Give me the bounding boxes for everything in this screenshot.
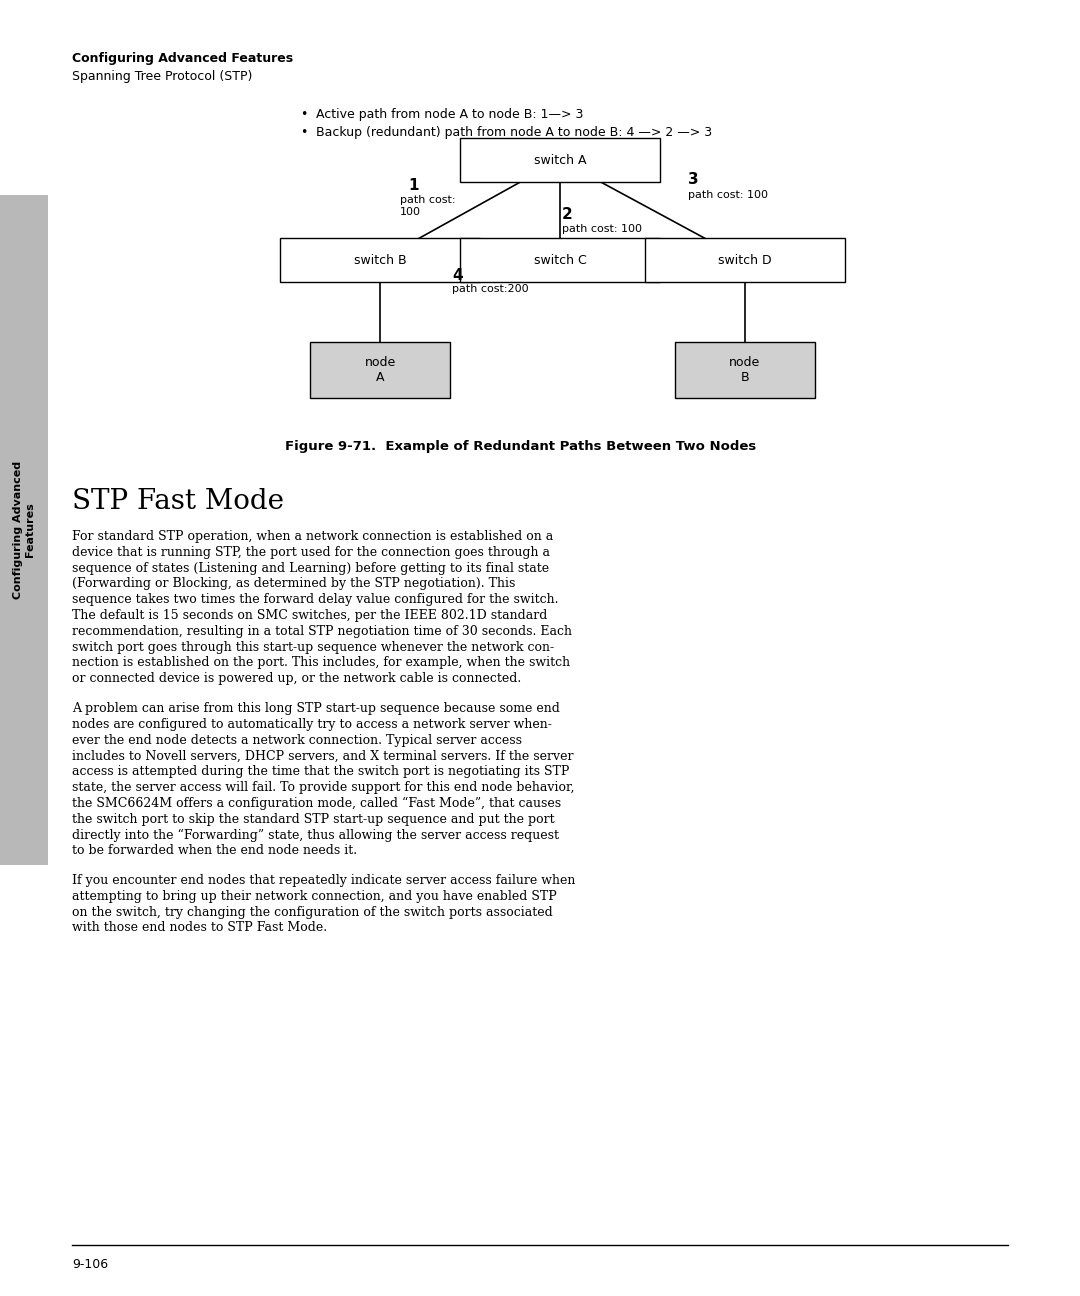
Text: access is attempted during the time that the switch port is negotiating its STP: access is attempted during the time that… xyxy=(72,765,569,778)
Text: •: • xyxy=(300,126,308,139)
Text: Configuring Advanced Features: Configuring Advanced Features xyxy=(72,52,293,65)
Text: to be forwarded when the end node needs it.: to be forwarded when the end node needs … xyxy=(72,844,357,857)
Text: recommendation, resulting in a total STP negotiation time of 30 seconds. Each: recommendation, resulting in a total STP… xyxy=(72,625,572,638)
Text: sequence takes two times the forward delay value configured for the switch.: sequence takes two times the forward del… xyxy=(72,594,558,607)
Text: For standard STP operation, when a network connection is established on a: For standard STP operation, when a netwo… xyxy=(72,530,553,543)
Bar xyxy=(310,342,450,398)
Text: node
A: node A xyxy=(364,356,395,384)
Text: ever the end node detects a network connection. Typical server access: ever the end node detects a network conn… xyxy=(72,734,522,746)
Text: the switch port to skip the standard STP start-up sequence and put the port: the switch port to skip the standard STP… xyxy=(72,813,555,826)
Text: with those end nodes to STP Fast Mode.: with those end nodes to STP Fast Mode. xyxy=(72,921,327,934)
Text: 3: 3 xyxy=(688,172,699,187)
Text: (Forwarding or Blocking, as determined by the STP negotiation). This: (Forwarding or Blocking, as determined b… xyxy=(72,578,515,591)
Text: •: • xyxy=(300,108,308,121)
Bar xyxy=(460,137,660,181)
Text: attempting to bring up their network connection, and you have enabled STP: attempting to bring up their network con… xyxy=(72,890,557,903)
Text: switch B: switch B xyxy=(353,254,406,267)
Text: A problem can arise from this long STP start-up sequence because some end: A problem can arise from this long STP s… xyxy=(72,702,559,715)
Text: nection is established on the port. This includes, for example, when the switch: nection is established on the port. This… xyxy=(72,656,570,670)
Bar xyxy=(460,238,660,283)
Text: path cost:200: path cost:200 xyxy=(453,284,528,294)
Text: node
B: node B xyxy=(729,356,760,384)
Text: or connected device is powered up, or the network cable is connected.: or connected device is powered up, or th… xyxy=(72,673,522,686)
Text: switch D: switch D xyxy=(718,254,772,267)
Bar xyxy=(645,238,845,283)
Text: switch port goes through this start-up sequence whenever the network con-: switch port goes through this start-up s… xyxy=(72,640,554,653)
Text: The default is 15 seconds on SMC switches, per the IEEE 802.1D standard: The default is 15 seconds on SMC switche… xyxy=(72,609,548,622)
Text: Active path from node A to node B: 1—> 3: Active path from node A to node B: 1—> 3 xyxy=(316,108,583,121)
Text: If you encounter end nodes that repeatedly indicate server access failure when: If you encounter end nodes that repeated… xyxy=(72,874,576,886)
Text: path cost:
100: path cost: 100 xyxy=(400,194,456,216)
Text: on the switch, try changing the configuration of the switch ports associated: on the switch, try changing the configur… xyxy=(72,906,553,919)
Text: state, the server access will fail. To provide support for this end node behavio: state, the server access will fail. To p… xyxy=(72,781,575,794)
Text: Figure 9-71.  Example of Redundant Paths Between Two Nodes: Figure 9-71. Example of Redundant Paths … xyxy=(285,441,756,454)
Text: path cost: 100: path cost: 100 xyxy=(562,224,642,235)
Text: 4: 4 xyxy=(453,268,462,283)
Text: path cost: 100: path cost: 100 xyxy=(688,191,768,200)
Bar xyxy=(0,194,48,864)
Text: nodes are configured to automatically try to access a network server when-: nodes are configured to automatically tr… xyxy=(72,718,552,731)
Bar xyxy=(675,342,815,398)
Text: device that is running STP, the port used for the connection goes through a: device that is running STP, the port use… xyxy=(72,546,550,559)
Text: 1: 1 xyxy=(408,178,419,193)
Bar xyxy=(280,238,480,283)
Text: sequence of states (Listening and Learning) before getting to its final state: sequence of states (Listening and Learni… xyxy=(72,561,549,574)
Text: includes to Novell servers, DHCP servers, and X terminal servers. If the server: includes to Novell servers, DHCP servers… xyxy=(72,749,573,762)
Text: 2: 2 xyxy=(562,207,572,222)
Text: switch A: switch A xyxy=(534,153,586,166)
Text: Backup (redundant) path from node A to node B: 4 —> 2 —> 3: Backup (redundant) path from node A to n… xyxy=(316,126,712,139)
Text: Configuring Advanced
Features: Configuring Advanced Features xyxy=(13,461,35,599)
Text: STP Fast Mode: STP Fast Mode xyxy=(72,489,284,515)
Text: 9-106: 9-106 xyxy=(72,1258,108,1271)
Text: switch C: switch C xyxy=(534,254,586,267)
Text: the SMC6624M offers a configuration mode, called “Fast Mode”, that causes: the SMC6624M offers a configuration mode… xyxy=(72,797,562,810)
Text: directly into the “Forwarding” state, thus allowing the server access request: directly into the “Forwarding” state, th… xyxy=(72,828,559,841)
Text: Spanning Tree Protocol (STP): Spanning Tree Protocol (STP) xyxy=(72,70,253,83)
